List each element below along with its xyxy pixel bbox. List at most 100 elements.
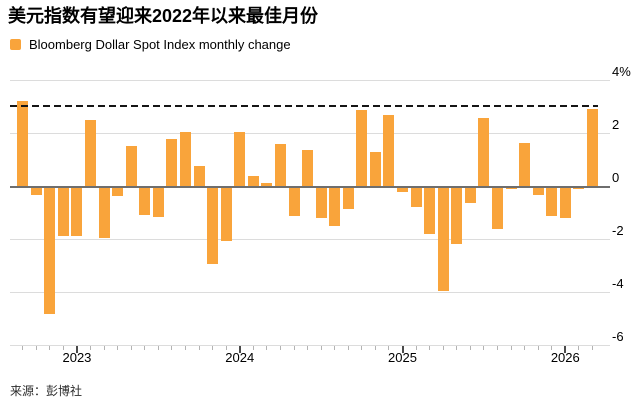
bar xyxy=(139,186,151,215)
bar xyxy=(17,100,29,187)
bar xyxy=(125,145,137,187)
x-axis-minor-tick xyxy=(279,346,281,351)
legend-swatch-icon xyxy=(10,39,21,50)
gridline xyxy=(10,292,610,294)
bar xyxy=(57,186,69,236)
gridline xyxy=(10,133,610,135)
x-axis-minor-tick xyxy=(374,346,376,351)
x-axis-minor-tick xyxy=(388,346,390,351)
bar xyxy=(44,186,56,314)
y-axis-label: -6 xyxy=(612,328,624,344)
bar xyxy=(424,186,436,235)
bar xyxy=(247,176,259,187)
legend: Bloomberg Dollar Spot Index monthly chan… xyxy=(10,37,291,52)
x-axis-minor-tick xyxy=(496,346,498,351)
bar xyxy=(85,120,97,187)
x-axis-minor-tick xyxy=(524,346,526,351)
x-axis-minor-tick xyxy=(252,346,254,351)
bar xyxy=(559,186,571,219)
x-axis-minor-tick xyxy=(266,346,268,351)
x-axis-minor-tick xyxy=(578,346,580,351)
x-axis-minor-tick xyxy=(157,346,159,351)
bar xyxy=(342,186,354,210)
gridline xyxy=(10,239,610,241)
x-axis-minor-tick xyxy=(456,346,458,351)
x-axis-minor-tick xyxy=(35,346,37,351)
bar xyxy=(437,186,449,292)
bar xyxy=(234,132,246,187)
bar xyxy=(71,186,83,236)
bar xyxy=(532,186,544,195)
x-axis-minor-tick xyxy=(225,346,227,351)
bar xyxy=(451,186,463,244)
x-axis-minor-tick xyxy=(198,346,200,351)
x-axis-major-tick xyxy=(238,346,241,354)
bar xyxy=(397,186,409,192)
bar xyxy=(329,186,341,227)
x-axis-major-tick xyxy=(401,346,404,354)
legend-label: Bloomberg Dollar Spot Index monthly chan… xyxy=(29,37,291,52)
reference-dashed-line xyxy=(10,104,598,107)
y-axis-label: -4 xyxy=(612,275,624,291)
bar xyxy=(261,182,273,187)
x-axis-major-tick xyxy=(564,346,567,354)
bar xyxy=(274,144,286,187)
bar xyxy=(546,186,558,216)
source-note: 来源：彭博社 xyxy=(10,384,83,398)
bar xyxy=(356,109,368,187)
bar xyxy=(166,139,178,187)
bar xyxy=(519,142,531,187)
x-axis-year-label: 2023 xyxy=(62,350,92,365)
bar xyxy=(98,186,110,239)
bar xyxy=(179,132,191,187)
bar xyxy=(383,115,395,187)
bar xyxy=(586,108,598,187)
x-axis-minor-tick xyxy=(62,346,64,351)
x-axis-minor-tick xyxy=(469,346,471,351)
bar xyxy=(152,186,164,218)
gridline xyxy=(10,345,610,347)
x-axis-year-label: 2024 xyxy=(225,350,255,365)
x-axis-minor-tick xyxy=(591,346,593,351)
chart-title: 美元指数有望迎来2022年以来最佳月份 xyxy=(8,6,319,26)
bar xyxy=(207,186,219,264)
bar xyxy=(302,149,314,187)
bar xyxy=(315,186,327,219)
bar xyxy=(410,186,422,207)
x-axis-year-label: 2026 xyxy=(550,350,580,365)
x-axis-minor-tick xyxy=(307,346,309,351)
x-axis-minor-tick xyxy=(442,346,444,351)
y-axis-label: 2 xyxy=(612,116,620,132)
y-axis-label: 4% xyxy=(612,63,631,79)
bar xyxy=(193,165,205,187)
x-axis-minor-tick xyxy=(22,346,24,351)
x-axis-minor-tick xyxy=(320,346,322,351)
y-axis-label: -2 xyxy=(612,222,624,238)
y-axis-label: 0 xyxy=(612,169,620,185)
bar xyxy=(573,186,585,190)
x-axis-minor-tick xyxy=(415,346,417,351)
x-axis-minor-tick xyxy=(144,346,146,351)
x-axis-minor-tick xyxy=(49,346,51,351)
x-axis-minor-tick xyxy=(90,346,92,351)
x-axis-minor-tick xyxy=(510,346,512,351)
x-axis-minor-tick xyxy=(117,346,119,351)
x-axis-minor-tick xyxy=(334,346,336,351)
x-axis-minor-tick xyxy=(184,346,186,351)
x-axis-minor-tick xyxy=(361,346,363,351)
x-axis-minor-tick xyxy=(293,346,295,351)
bar xyxy=(369,152,381,187)
x-axis-minor-tick xyxy=(537,346,539,351)
x-axis-minor-tick xyxy=(347,346,349,351)
bar xyxy=(464,186,476,203)
x-axis-major-tick xyxy=(75,346,78,354)
x-axis-year-label: 2025 xyxy=(388,350,417,365)
x-axis-minor-tick xyxy=(551,346,553,351)
x-axis-minor-tick xyxy=(171,346,173,351)
bar xyxy=(478,117,490,187)
x-axis-minor-tick xyxy=(483,346,485,351)
bar xyxy=(505,186,517,190)
x-axis-minor-tick xyxy=(103,346,105,351)
